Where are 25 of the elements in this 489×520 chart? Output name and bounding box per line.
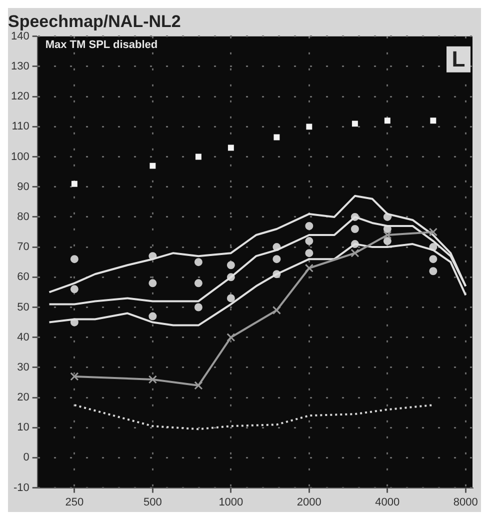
y-tick-label: 60 [17,271,30,284]
y-tick-label: 0 [23,452,30,464]
y-tick-label: 50 [17,301,30,314]
y-tick-label: 40 [17,331,30,344]
y-tick-label: 30 [17,361,30,374]
x-tick-label: 2000 [296,496,322,508]
y-tick-label: 120 [10,90,30,103]
x-tick-label: 4000 [375,496,400,508]
x-tick-label: 250 [65,496,84,508]
x-tick-label: 500 [144,496,162,508]
y-tick-label: 80 [17,210,30,223]
x-tick-label: 1000 [218,496,244,508]
y-tick-label: 110 [12,120,30,133]
y-tick-label: 70 [17,241,30,254]
y-tick-label: 100 [10,150,30,163]
y-tick-label: 140 [10,30,30,42]
chart-title: Speechmap/NAL-NL2 [8,12,181,31]
y-tick-label: 10 [17,422,30,434]
annotation: Max TM SPL disabled [45,38,158,51]
y-tick-label: 90 [17,180,30,193]
x-tick-label: 8000 [453,496,478,508]
y-tick-label: 130 [10,60,30,73]
y-tick-label: 20 [17,392,30,404]
y-tick-label: -10 [13,482,30,494]
annotation: L [452,46,466,72]
